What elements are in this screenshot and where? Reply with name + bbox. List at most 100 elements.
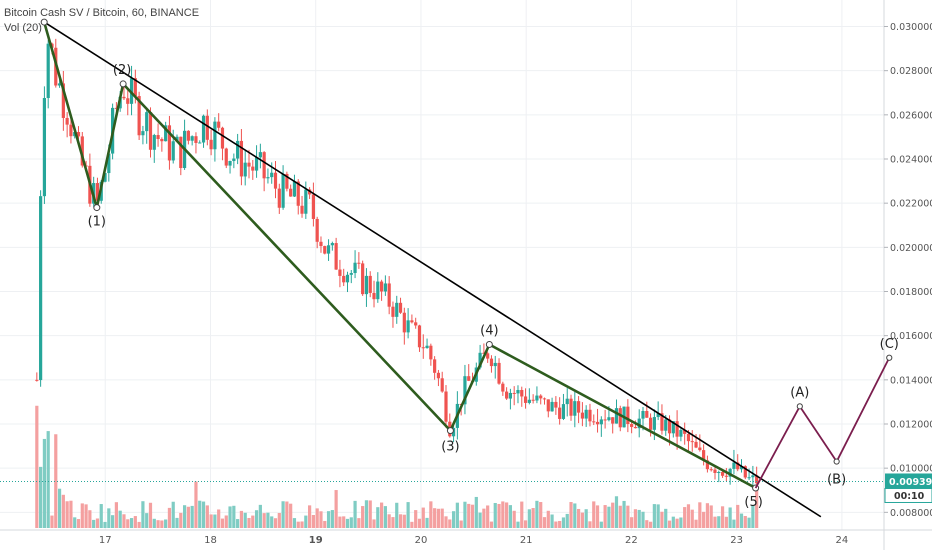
- candle-body[interactable]: [217, 121, 221, 128]
- candle-body[interactable]: [463, 376, 467, 405]
- projection-point[interactable]: [796, 403, 803, 410]
- candle-body[interactable]: [433, 359, 437, 373]
- candle-body[interactable]: [167, 125, 172, 161]
- candle-body[interactable]: [603, 419, 607, 421]
- candle-body[interactable]: [232, 158, 236, 162]
- candle-body[interactable]: [160, 139, 164, 142]
- candle-body[interactable]: [61, 83, 65, 118]
- candle-body[interactable]: [80, 136, 84, 166]
- candle-body[interactable]: [751, 475, 755, 478]
- candle-body[interactable]: [148, 112, 153, 150]
- candle-body[interactable]: [175, 136, 179, 142]
- candle-body[interactable]: [277, 188, 281, 208]
- candle-body[interactable]: [164, 125, 168, 142]
- candle-body[interactable]: [395, 302, 399, 317]
- candle-body[interactable]: [501, 383, 505, 392]
- candle-body[interactable]: [505, 391, 509, 399]
- candle-body[interactable]: [171, 141, 175, 161]
- candle-body[interactable]: [539, 395, 543, 399]
- candle-body[interactable]: [732, 462, 736, 469]
- candle-body[interactable]: [550, 401, 554, 412]
- candle-body[interactable]: [690, 441, 694, 443]
- candle-body[interactable]: [698, 447, 702, 451]
- candle-body[interactable]: [194, 136, 198, 143]
- candle-body[interactable]: [372, 292, 376, 300]
- candle-body[interactable]: [122, 96, 126, 99]
- candle-body[interactable]: [592, 421, 596, 423]
- candle-body[interactable]: [289, 188, 293, 197]
- wave-point[interactable]: [93, 204, 101, 212]
- candle-body[interactable]: [444, 391, 448, 422]
- candle-body[interactable]: [614, 408, 619, 424]
- candle-body[interactable]: [440, 378, 444, 392]
- candle-body[interactable]: [705, 460, 710, 470]
- candle-body[interactable]: [637, 418, 641, 429]
- candle-body[interactable]: [103, 173, 107, 182]
- projection-point[interactable]: [886, 354, 893, 361]
- candle-body[interactable]: [618, 408, 622, 428]
- candle-body[interactable]: [190, 136, 194, 141]
- candle-body[interactable]: [258, 152, 262, 158]
- candle-body[interactable]: [402, 312, 406, 333]
- candle-body[interactable]: [660, 413, 664, 431]
- candle-body[interactable]: [338, 269, 342, 276]
- candle-body[interactable]: [315, 218, 319, 242]
- candle-body[interactable]: [254, 157, 259, 171]
- candle-body[interactable]: [535, 395, 539, 401]
- candle-body[interactable]: [270, 172, 274, 178]
- candle-body[interactable]: [724, 475, 728, 477]
- candle-body[interactable]: [527, 399, 531, 403]
- candle-body[interactable]: [156, 135, 160, 140]
- candle-body[interactable]: [266, 177, 270, 179]
- candle-body[interactable]: [656, 413, 660, 418]
- candle-body[interactable]: [648, 417, 653, 430]
- candle-body[interactable]: [376, 281, 380, 300]
- candle-body[interactable]: [141, 131, 145, 136]
- candle-body[interactable]: [720, 472, 725, 476]
- candle-body[interactable]: [186, 130, 190, 141]
- candle-body[interactable]: [46, 43, 50, 99]
- candle-body[interactable]: [107, 153, 111, 174]
- candle-body[interactable]: [323, 246, 327, 254]
- candle-body[interactable]: [342, 275, 346, 283]
- candle-body[interactable]: [611, 417, 615, 424]
- candle-body[interactable]: [345, 274, 350, 283]
- candle-body[interactable]: [410, 320, 414, 323]
- elliott-wave-line[interactable]: [42, 21, 757, 490]
- candle-body[interactable]: [739, 466, 744, 470]
- candle-body[interactable]: [573, 401, 577, 416]
- candle-body[interactable]: [292, 181, 297, 197]
- candle-body[interactable]: [683, 429, 687, 434]
- candle-body[interactable]: [349, 273, 353, 275]
- projection-point[interactable]: [833, 458, 840, 465]
- candle-body[interactable]: [633, 426, 638, 429]
- candle-body[interactable]: [357, 262, 361, 264]
- candle-body[interactable]: [516, 389, 520, 394]
- candle-body[interactable]: [520, 389, 524, 397]
- candle-body[interactable]: [243, 162, 247, 177]
- candle-body[interactable]: [379, 281, 384, 292]
- candle-body[interactable]: [201, 115, 206, 143]
- candle-body[interactable]: [679, 429, 683, 437]
- candle-body[interactable]: [145, 112, 149, 132]
- candle-body[interactable]: [755, 475, 759, 484]
- candle-body[interactable]: [686, 433, 691, 442]
- candle-body[interactable]: [531, 399, 535, 401]
- candle-body[interactable]: [717, 472, 721, 474]
- candle-body[interactable]: [607, 417, 611, 421]
- candle-body[interactable]: [482, 352, 486, 354]
- candle-body[interactable]: [364, 275, 369, 295]
- candle-body[interactable]: [198, 142, 202, 144]
- candle-body[interactable]: [220, 127, 225, 149]
- candle-body[interactable]: [713, 469, 717, 473]
- candle-body[interactable]: [326, 245, 331, 254]
- candle-body[interactable]: [652, 417, 656, 430]
- candle-body[interactable]: [576, 401, 581, 413]
- candle-body[interactable]: [569, 398, 573, 416]
- candle-body[interactable]: [595, 421, 600, 425]
- candle-body[interactable]: [406, 320, 410, 333]
- candle-body[interactable]: [584, 409, 588, 419]
- candle-body[interactable]: [213, 121, 217, 150]
- candle-body[interactable]: [542, 398, 547, 400]
- candle-body[interactable]: [368, 275, 372, 293]
